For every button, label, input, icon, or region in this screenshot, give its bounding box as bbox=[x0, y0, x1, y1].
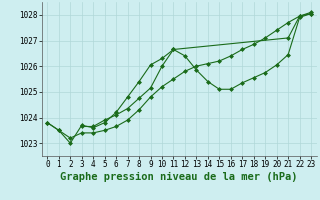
X-axis label: Graphe pression niveau de la mer (hPa): Graphe pression niveau de la mer (hPa) bbox=[60, 172, 298, 182]
